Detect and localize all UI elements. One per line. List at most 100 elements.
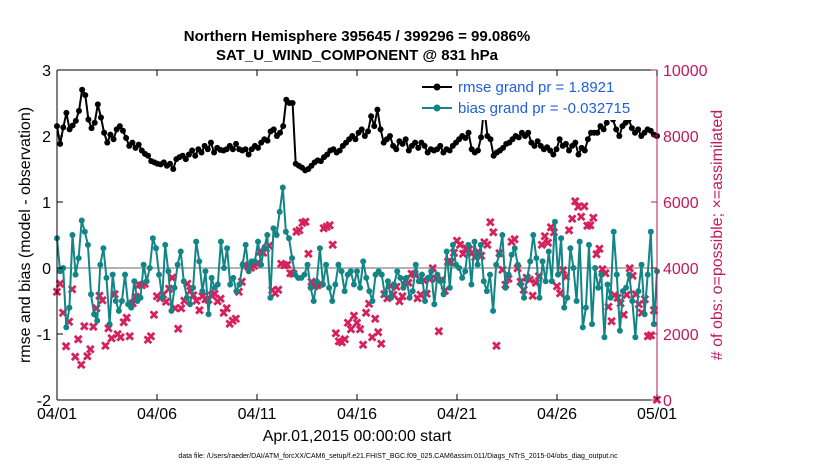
obs-count-marker: ✖ xyxy=(621,289,632,304)
bias-point xyxy=(403,274,410,281)
bias-point xyxy=(326,284,333,291)
obs-count-marker: ✖ xyxy=(645,329,656,344)
rmse-point xyxy=(531,142,538,149)
bias-point xyxy=(146,265,153,271)
obs-count-marker: ✖ xyxy=(473,246,484,261)
obs-count-marker: ✖ xyxy=(324,219,335,234)
rmse-point xyxy=(358,126,365,133)
rmse-point xyxy=(211,149,218,156)
bias-point xyxy=(310,298,317,304)
obs-count-marker: ✖ xyxy=(406,267,417,282)
obs-count-marker: ✖ xyxy=(461,242,472,257)
bias-point xyxy=(177,248,184,255)
obs-count-marker: ✖ xyxy=(173,323,184,338)
rmse-point xyxy=(277,129,284,136)
bias-point xyxy=(589,321,596,328)
bias-point xyxy=(604,281,611,288)
bias-point xyxy=(128,304,135,311)
rmse-point xyxy=(421,142,428,149)
obs-count-marker: ✖ xyxy=(567,213,578,228)
bias-point xyxy=(313,278,320,285)
obs-count-marker: ✖ xyxy=(312,279,323,294)
legend-bias-marker xyxy=(433,104,441,112)
obs-count-marker: ✖ xyxy=(503,273,514,288)
bias-point xyxy=(431,301,438,308)
bias-point xyxy=(103,274,110,281)
bias-point xyxy=(289,255,296,262)
bias-point xyxy=(149,235,156,242)
obs-count-marker: ✖ xyxy=(103,322,114,337)
y-tick-label-left: 3 xyxy=(42,63,51,80)
rmse-point xyxy=(572,139,579,146)
bias-point xyxy=(258,261,265,268)
rmse-point xyxy=(72,117,79,124)
x-tick-label: 04/01 xyxy=(37,406,77,423)
bias-point xyxy=(511,245,518,252)
obs-count-marker: ✖ xyxy=(470,251,481,266)
obs-count-marker: ✖ xyxy=(542,236,553,251)
rmse-point xyxy=(280,123,287,130)
axes-layer: 04/01 04/06 04/11 04/16 04/21 04/26 05/01 -2 -1 0… xyxy=(37,63,708,423)
plot-area xyxy=(57,70,657,400)
rmse-point xyxy=(242,146,249,153)
x-axis-label: Apr.01,2015 00:00:00 start xyxy=(263,428,452,445)
rmse-point xyxy=(145,152,152,159)
obs-count-marker: ✖ xyxy=(97,294,108,309)
bias-point xyxy=(465,241,472,248)
obs-count-marker: ✖ xyxy=(597,263,608,278)
bias-point xyxy=(598,271,605,278)
rmse-point xyxy=(368,113,375,120)
footer-data-file: data file: /Users/raeder/DAI/ATM_forcXX/… xyxy=(178,453,618,460)
rmse-point xyxy=(352,136,359,143)
obs-count-marker: ✖ xyxy=(336,336,347,351)
obs-count-marker: ✖ xyxy=(415,289,426,304)
bias-point xyxy=(536,294,543,301)
obs-count-marker: ✖ xyxy=(64,316,75,331)
obs-count-marker: ✖ xyxy=(606,315,617,330)
rmse-point xyxy=(594,129,601,136)
bias-point xyxy=(635,288,642,295)
rmse-point xyxy=(364,128,371,135)
bias-point xyxy=(304,261,311,268)
obs-count-marker: ✖ xyxy=(191,295,202,310)
rmse-point xyxy=(204,146,211,153)
bias-point xyxy=(505,271,512,278)
rmse-point xyxy=(474,147,481,154)
bias-point xyxy=(97,261,104,268)
rmse-point xyxy=(198,149,205,156)
obs-count-marker: ✖ xyxy=(176,302,187,317)
rmse-point xyxy=(635,126,642,133)
rmse-point xyxy=(553,146,560,153)
obs-count-marker: ✖ xyxy=(345,323,356,338)
bias-point xyxy=(391,281,398,288)
rmse-point xyxy=(135,141,142,148)
rmse-point xyxy=(189,147,196,154)
legend-box xyxy=(418,76,654,120)
rmse-point xyxy=(402,136,409,143)
bias-point xyxy=(561,304,568,311)
obs-count-marker: ✖ xyxy=(594,242,605,257)
bias-point xyxy=(183,294,190,301)
obs-count-marker: ✖ xyxy=(458,247,469,262)
obs-count-marker: ✖ xyxy=(352,316,363,331)
bias-point xyxy=(425,274,432,281)
obs-count-marker: ✖ xyxy=(539,230,550,245)
bias-point xyxy=(517,281,524,288)
obs-count-marker: ✖ xyxy=(506,235,517,250)
y-tick-label-right: 6000 xyxy=(663,195,699,212)
obs-count-marker: ✖ xyxy=(485,216,496,231)
obs-count-marker: ✖ xyxy=(588,211,599,226)
bias-point xyxy=(316,245,323,252)
obs-count-marker: ✖ xyxy=(294,224,305,239)
bias-point xyxy=(650,321,657,328)
bias-point xyxy=(335,261,342,268)
bias-point xyxy=(459,274,466,281)
bias-point xyxy=(490,307,497,314)
bias-point xyxy=(94,317,101,324)
bias-point xyxy=(610,228,617,235)
obs-count-marker: ✖ xyxy=(570,195,581,210)
bias-point xyxy=(539,258,546,265)
obs-count-marker: ✖ xyxy=(185,284,196,299)
bias-point xyxy=(109,271,116,278)
bias-point xyxy=(88,291,95,298)
